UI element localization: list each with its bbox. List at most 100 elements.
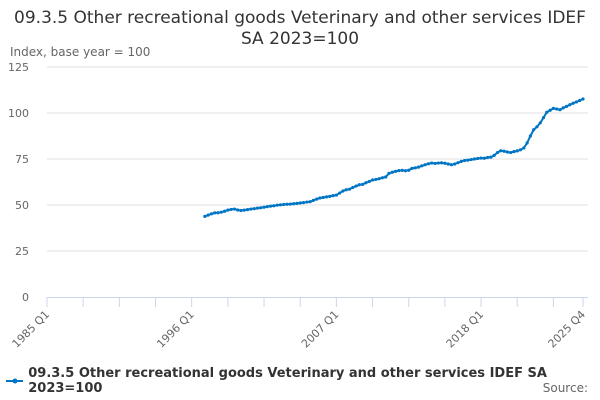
data-point [341, 189, 345, 193]
data-point [512, 150, 516, 154]
y-tick-label: 125 [8, 61, 29, 74]
data-point [532, 128, 536, 132]
data-point [400, 168, 404, 173]
data-point [301, 201, 306, 205]
data-point [245, 208, 250, 212]
y-tick-label: 25 [15, 245, 29, 258]
data-point [354, 184, 358, 188]
data-point [308, 200, 312, 204]
data-point [377, 177, 381, 181]
data-point [282, 202, 286, 207]
data-point [232, 207, 237, 211]
data-point [548, 108, 552, 112]
data-point [472, 157, 477, 161]
data-point [403, 169, 408, 173]
legend-item[interactable]: 09.3.5 Other recreational goods Veterina… [6, 366, 600, 396]
data-point [272, 204, 276, 208]
data-point [203, 214, 207, 219]
data-point [489, 155, 493, 159]
data-point [571, 101, 575, 105]
data-point [255, 206, 260, 210]
data-point [446, 162, 450, 166]
data-point [209, 212, 214, 216]
data-point [384, 175, 388, 179]
data-point [397, 168, 401, 173]
data-point [495, 150, 500, 155]
data-point [433, 161, 437, 166]
data-point [216, 211, 220, 215]
data-point [574, 100, 579, 104]
data-point [518, 148, 523, 152]
data-point [426, 162, 431, 166]
data-point [252, 207, 256, 211]
data-point [321, 195, 325, 200]
data-point [344, 188, 348, 192]
data-point [334, 193, 338, 197]
data-point [463, 158, 467, 163]
data-point [545, 110, 549, 114]
source-label: Source: [542, 381, 588, 395]
x-tick-label: 2025 Q4 [546, 308, 589, 351]
data-point [288, 202, 292, 206]
data-point [295, 201, 299, 205]
data-point [387, 171, 391, 175]
data-point [361, 182, 365, 186]
data-point [551, 106, 556, 110]
data-point [522, 146, 526, 150]
data-point [239, 208, 243, 213]
data-point [318, 196, 322, 200]
data-point [315, 197, 319, 201]
chart-title: 09.3.5 Other recreational goods Veterina… [14, 8, 586, 49]
data-point [436, 161, 440, 165]
series-line [204, 98, 584, 218]
data-point [555, 107, 559, 111]
data-point [502, 149, 506, 153]
x-tick-label: 2007 Q1 [299, 308, 342, 351]
data-point [262, 205, 266, 209]
data-point [364, 181, 368, 185]
data-point [393, 169, 398, 173]
data-point [430, 161, 434, 165]
data-point [453, 162, 457, 166]
legend-line-icon [6, 378, 24, 384]
data-point [410, 166, 414, 170]
data-point [249, 207, 253, 211]
y-tick-label: 100 [8, 107, 29, 120]
data-point [515, 149, 519, 153]
data-point [222, 209, 227, 213]
data-point [578, 98, 582, 103]
data-point [275, 203, 279, 207]
data-point [226, 208, 230, 212]
data-point [206, 213, 210, 217]
data-point [338, 191, 342, 195]
data-point [407, 168, 411, 172]
data-point [285, 202, 289, 206]
data-point [331, 194, 335, 198]
data-point [311, 198, 315, 202]
data-point [568, 103, 572, 107]
data-point [370, 178, 375, 182]
data-point [535, 125, 539, 129]
data-point [367, 179, 371, 184]
x-tick-label: 1996 Q1 [154, 308, 197, 351]
data-point [482, 156, 486, 160]
data-point [292, 202, 296, 206]
data-point [449, 163, 454, 167]
data-point [219, 210, 223, 214]
data-point [492, 153, 496, 157]
x-tick-label: 1985 Q1 [10, 308, 53, 351]
data-point [269, 204, 273, 208]
y-tick-label: 50 [15, 199, 29, 212]
y-tick-label: 0 [22, 291, 29, 304]
data-point [305, 200, 309, 204]
data-point [236, 208, 240, 212]
data-point [499, 149, 503, 153]
x-tick-label: 2018 Q1 [444, 308, 487, 351]
data-point [528, 134, 532, 138]
data-point [374, 177, 378, 182]
data-point [541, 116, 546, 120]
data-point [479, 156, 483, 160]
data-point [581, 97, 585, 101]
